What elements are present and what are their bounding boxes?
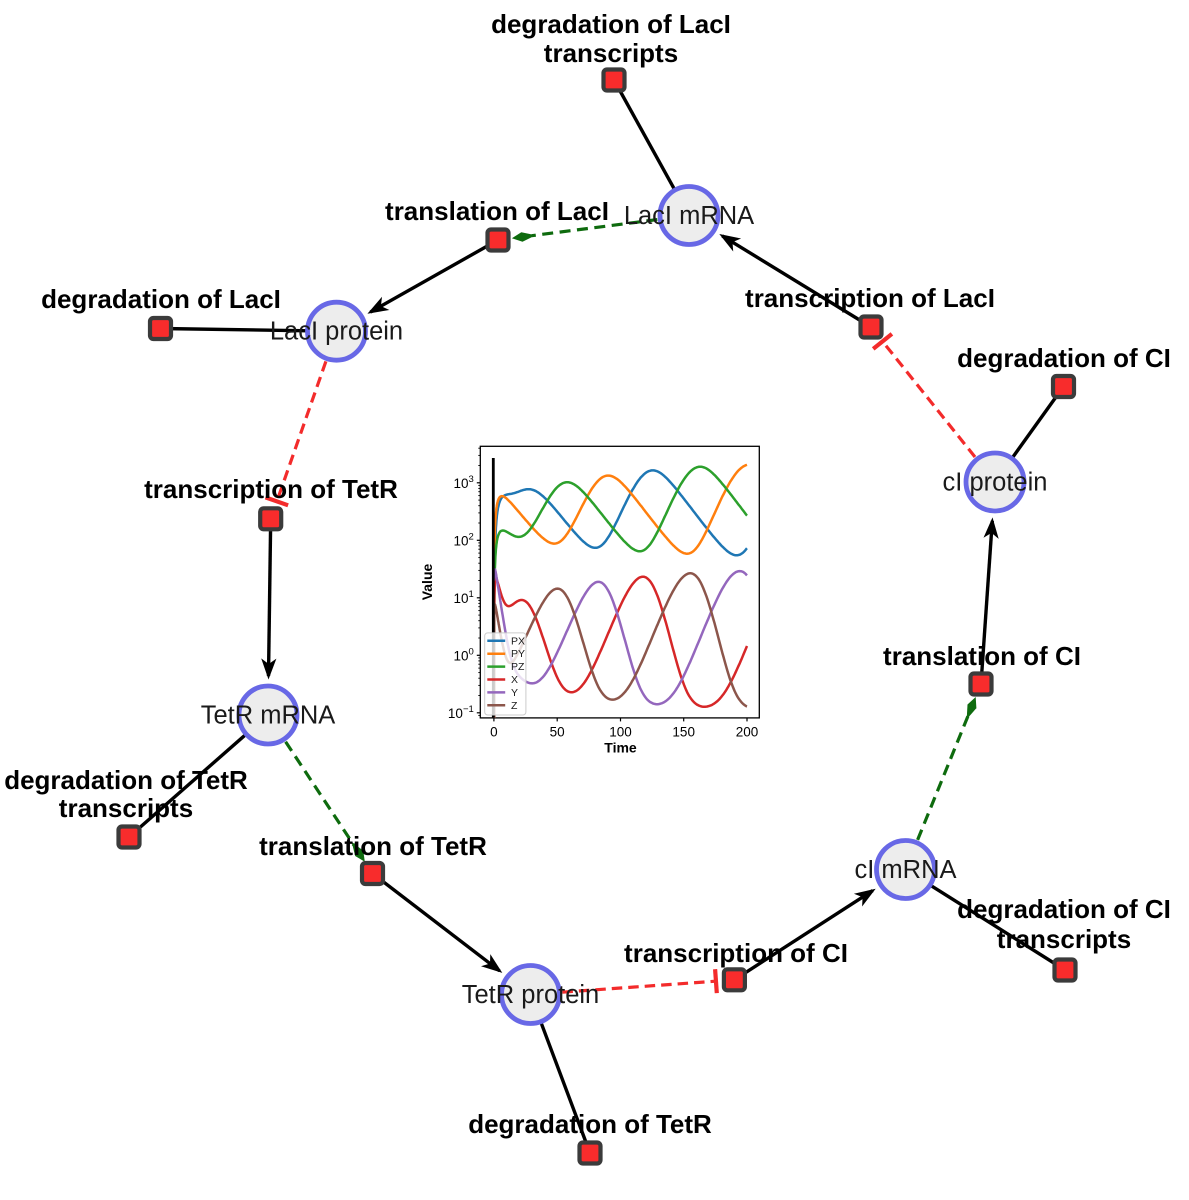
svg-text:Z: Z: [511, 700, 518, 712]
svg-text:transcripts: transcripts: [997, 924, 1131, 954]
svg-text:degradation of TetR: degradation of TetR: [468, 1109, 712, 1139]
svg-text:PZ: PZ: [511, 661, 525, 673]
svg-text:TetR mRNA: TetR mRNA: [201, 702, 336, 730]
svg-text:transcripts: transcripts: [544, 38, 678, 68]
svg-text:transcription of CI: transcription of CI: [624, 938, 848, 968]
svg-text:translation of CI: translation of CI: [883, 641, 1081, 671]
svg-text:PY: PY: [511, 648, 525, 660]
svg-text:degradation of LacI: degradation of LacI: [491, 9, 731, 39]
svg-text:150: 150: [672, 724, 695, 739]
svg-text:degradation of LacI: degradation of LacI: [41, 284, 281, 314]
svg-text:transcription of TetR: transcription of TetR: [144, 474, 398, 504]
svg-text:50: 50: [550, 724, 565, 739]
svg-text:cI mRNA: cI mRNA: [855, 856, 957, 884]
svg-text:PX: PX: [511, 635, 525, 647]
svg-text:Value: Value: [419, 564, 435, 601]
svg-text:transcripts: transcripts: [59, 793, 193, 823]
svg-text:X: X: [511, 674, 518, 686]
svg-text:100: 100: [609, 724, 632, 739]
svg-text:degradation of TetR: degradation of TetR: [4, 765, 248, 795]
svg-text:Y: Y: [511, 687, 518, 699]
svg-text:LacI mRNA: LacI mRNA: [624, 202, 754, 230]
svg-text:200: 200: [736, 724, 759, 739]
svg-text:TetR protein: TetR protein: [462, 981, 600, 1009]
svg-text:degradation of CI: degradation of CI: [957, 343, 1171, 373]
svg-text:Time: Time: [604, 740, 637, 756]
svg-text:translation of TetR: translation of TetR: [259, 831, 487, 861]
svg-text:cI protein: cI protein: [943, 469, 1048, 497]
svg-text:degradation of CI: degradation of CI: [957, 894, 1171, 924]
svg-text:translation of LacI: translation of LacI: [385, 196, 609, 226]
svg-text:0: 0: [490, 724, 498, 739]
svg-text:LacI protein: LacI protein: [270, 318, 403, 346]
svg-text:transcription of LacI: transcription of LacI: [745, 283, 995, 313]
